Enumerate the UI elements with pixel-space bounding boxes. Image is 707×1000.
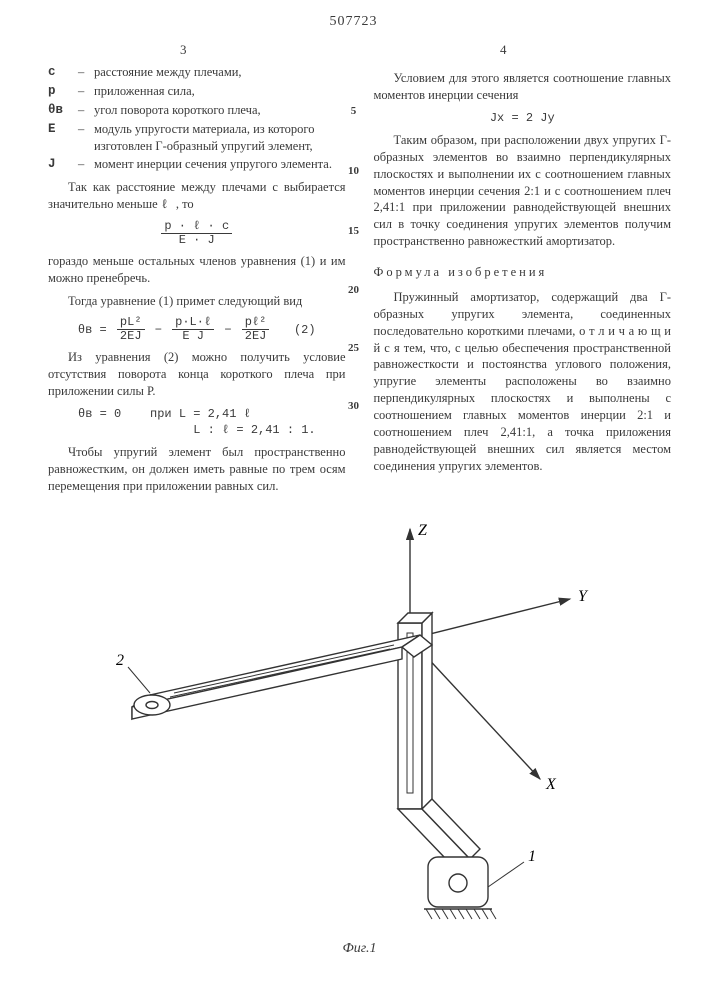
defn-text: угол поворота короткого плеча, xyxy=(94,102,346,119)
eq-2: θв = pL²2EJ − p·L·ℓE J − pℓ²2EJ (2) xyxy=(48,316,346,343)
figure-svg: ZYX012 xyxy=(110,509,610,939)
eq-ix: Jx = 2 Jy xyxy=(374,110,672,126)
svg-text:X: X xyxy=(545,776,557,793)
definition-row: Е–модуль упругости материала, из которог… xyxy=(48,121,346,155)
svg-text:1: 1 xyxy=(528,848,536,865)
line-marker: 15 xyxy=(344,225,364,237)
eq-condition: θв = 0 при L = 2,41 ℓ L : ℓ = 2,41 : 1. xyxy=(48,406,346,438)
line-marker: 10 xyxy=(344,165,364,177)
definition-row: с–расстояние между плечами, xyxy=(48,64,346,81)
left-para-3: Тогда уравнение (1) примет следующий вид xyxy=(48,293,346,310)
defn-text: модуль упругости материала, из которого … xyxy=(94,121,346,155)
line-marker: 30 xyxy=(344,400,364,412)
two-column-text: с–расстояние между плечами, р–приложенная… xyxy=(48,64,671,501)
defn-symbol: θв xyxy=(48,102,72,119)
col-num-right: 4 xyxy=(500,42,507,58)
svg-text:Y: Y xyxy=(578,588,589,605)
figure-1: ZYX012 Фиг.1 xyxy=(48,509,671,957)
svg-text:2: 2 xyxy=(116,652,124,669)
left-para-2: гораздо меньше остальных членов уравнени… xyxy=(48,253,346,287)
formula-header: Формула изобретения xyxy=(374,264,672,281)
defn-symbol: р xyxy=(48,83,72,100)
line-marker: 5 xyxy=(344,105,364,117)
definition-row: р–приложенная сила, xyxy=(48,83,346,100)
figure-caption: Фиг.1 xyxy=(48,941,671,957)
left-para-4: Из уравнения (2) можно получить условие … xyxy=(48,349,346,400)
left-column: с–расстояние между плечами, р–приложенная… xyxy=(48,64,346,501)
defn-text: приложенная сила, xyxy=(94,83,346,100)
left-para-5: Чтобы упругий элемент был пространственн… xyxy=(48,444,346,495)
defn-symbol: J xyxy=(48,156,72,173)
right-para-2: Таким образом, при расположении двух упр… xyxy=(374,132,672,250)
definition-row: J–момент инерции сечения упругого элемен… xyxy=(48,156,346,173)
defn-text: расстояние между плечами, xyxy=(94,64,346,81)
claim-text: Пружинный амортизатор, содержащий два Г-… xyxy=(374,289,672,475)
right-column: Условием для этого является соотношение … xyxy=(374,64,672,501)
eq-small-frac: p · ℓ · c E · J xyxy=(48,220,346,247)
line-marker: 25 xyxy=(344,342,364,354)
defn-symbol: Е xyxy=(48,121,72,155)
svg-text:Z: Z xyxy=(418,522,428,539)
definition-row: θв–угол поворота короткого плеча, xyxy=(48,102,346,119)
defn-text: момент инерции сечения упругого элемента… xyxy=(94,156,346,173)
line-marker: 20 xyxy=(344,284,364,296)
right-para-1: Условием для этого является соотношение … xyxy=(374,70,672,104)
col-num-left: 3 xyxy=(180,42,187,58)
document-number: 507723 xyxy=(0,14,707,30)
left-para-1: Так как расстояние между плечами с выбир… xyxy=(48,179,346,214)
defn-symbol: с xyxy=(48,64,72,81)
